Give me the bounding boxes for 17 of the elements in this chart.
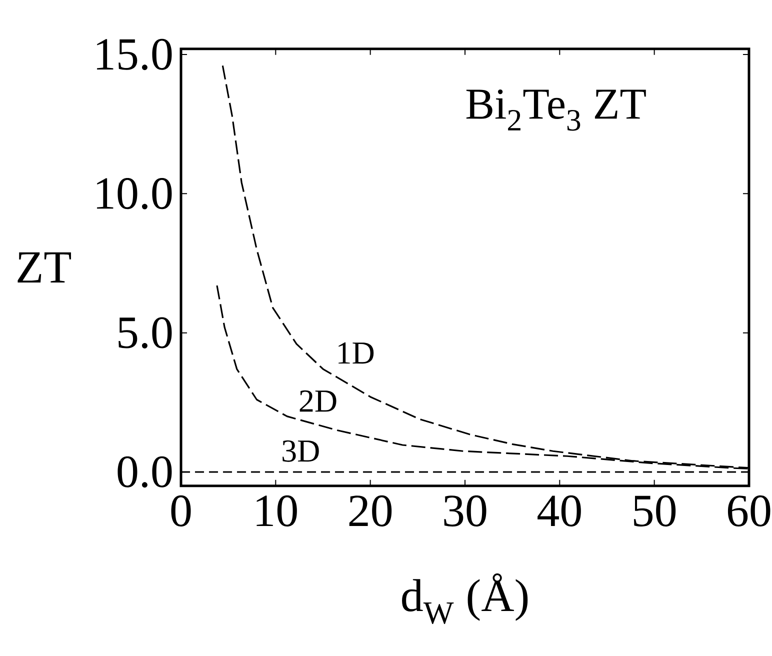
x-tick-label: 60 bbox=[728, 495, 770, 526]
x-tick-label: 10 bbox=[256, 495, 297, 526]
series-label: 2D bbox=[300, 390, 336, 412]
series-label: 1D bbox=[338, 342, 374, 364]
text: Bi$_{2}$Te$_{3}$ ZT bbox=[466, 89, 646, 131]
y-tick-label: 15.0 bbox=[97, 38, 172, 70]
x-tick-label: 20 bbox=[349, 495, 392, 526]
series-label: 3D bbox=[282, 440, 319, 462]
x-axis-title: d$_{W}$ (Å) bbox=[402, 573, 528, 624]
x-tick-label: 40 bbox=[538, 495, 581, 526]
y-tick-label: 10.0 bbox=[97, 178, 172, 210]
x-tick-label: 30 bbox=[444, 495, 486, 526]
y-axis-title: ZT bbox=[18, 252, 71, 282]
y-tick-label: 5.0 bbox=[118, 317, 172, 348]
y-tick-label: 0.0 bbox=[118, 456, 172, 488]
x-tick-label: 0 bbox=[171, 495, 191, 526]
x-tick-label: 50 bbox=[634, 495, 676, 526]
